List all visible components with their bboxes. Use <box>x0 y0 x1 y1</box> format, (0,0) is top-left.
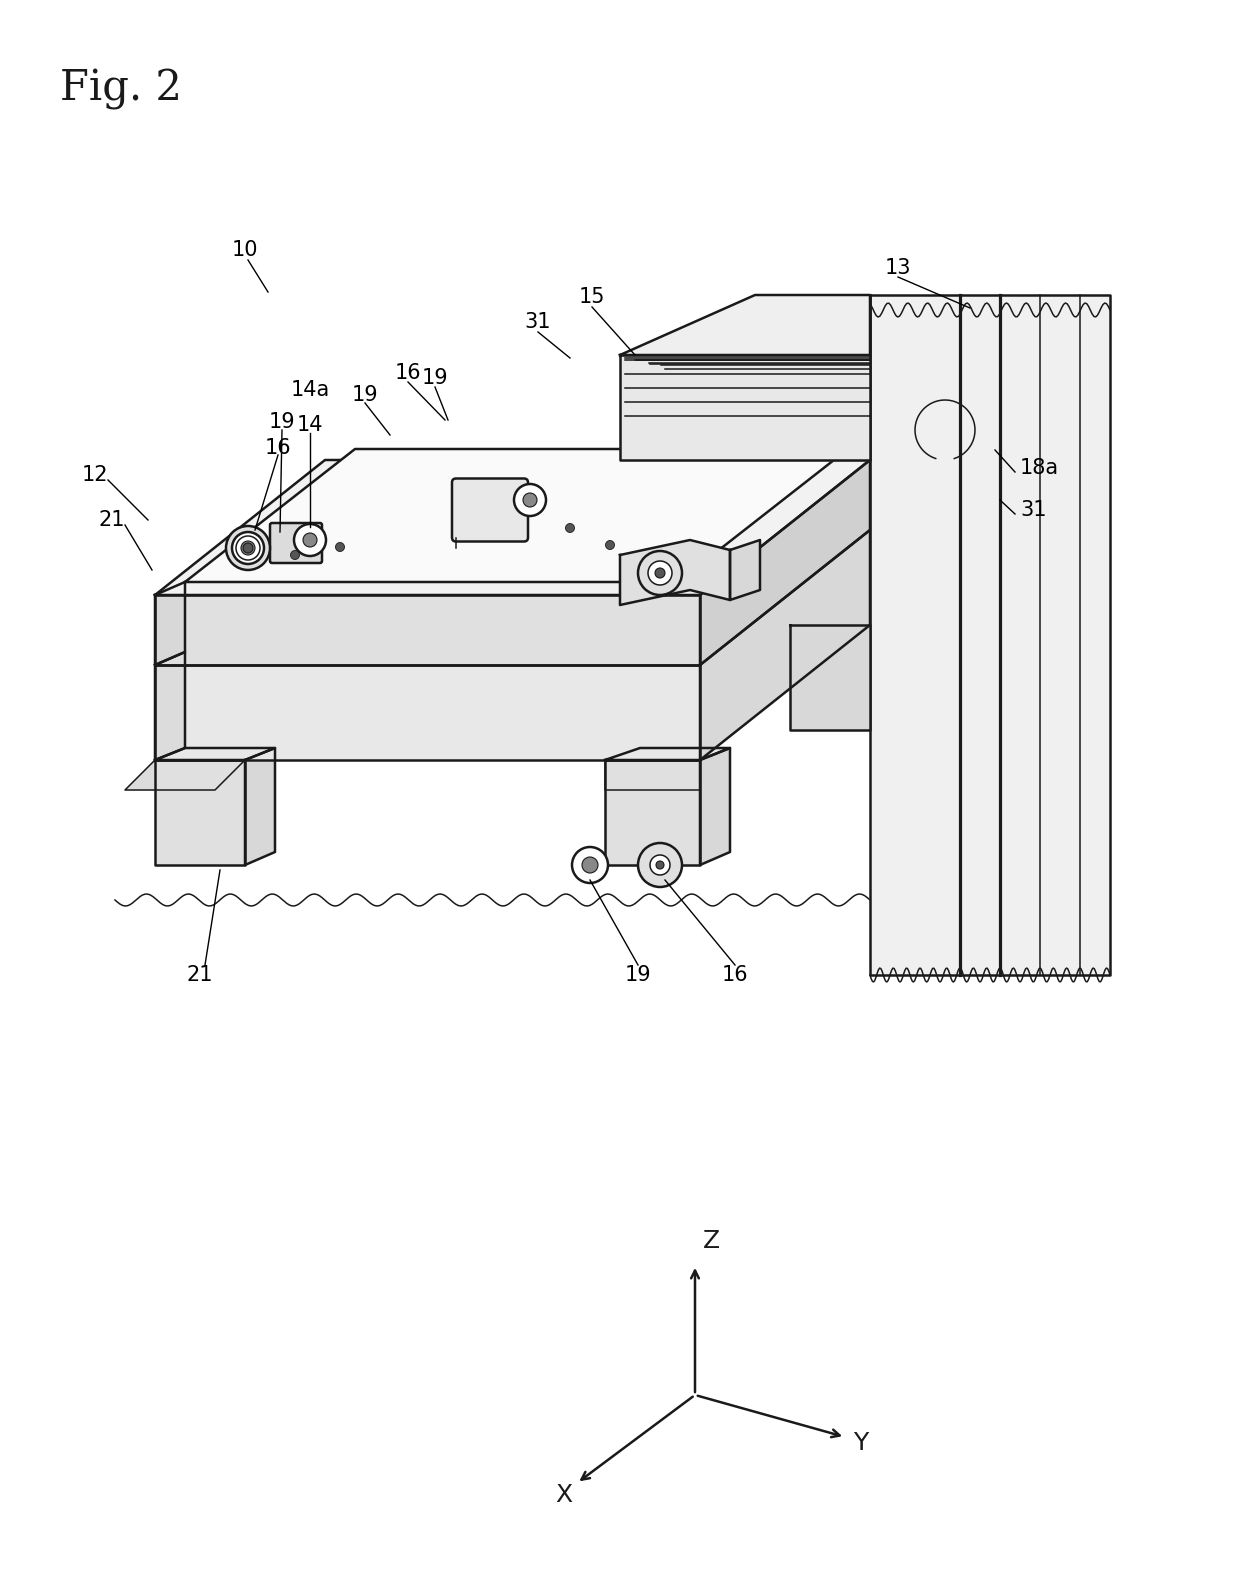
Polygon shape <box>701 460 870 665</box>
Circle shape <box>639 552 682 595</box>
Circle shape <box>226 526 270 569</box>
Circle shape <box>656 862 663 870</box>
Text: 15: 15 <box>579 288 605 307</box>
Polygon shape <box>620 541 730 606</box>
Polygon shape <box>246 747 275 865</box>
Polygon shape <box>701 529 870 760</box>
Circle shape <box>243 544 253 553</box>
Polygon shape <box>185 448 848 582</box>
Circle shape <box>565 523 574 533</box>
Polygon shape <box>155 665 701 760</box>
Polygon shape <box>620 355 870 460</box>
Circle shape <box>303 533 317 547</box>
Text: Y: Y <box>853 1431 868 1455</box>
Circle shape <box>582 857 598 873</box>
Text: 31: 31 <box>1021 499 1047 520</box>
Text: 16: 16 <box>722 965 748 984</box>
Text: 19: 19 <box>352 385 378 405</box>
Text: 19: 19 <box>422 367 449 388</box>
Circle shape <box>572 847 608 882</box>
FancyBboxPatch shape <box>270 523 322 563</box>
Polygon shape <box>155 582 185 665</box>
Polygon shape <box>605 747 730 760</box>
Circle shape <box>523 493 537 507</box>
Polygon shape <box>620 296 870 355</box>
Polygon shape <box>790 625 870 730</box>
Circle shape <box>336 542 345 552</box>
Circle shape <box>650 855 670 875</box>
Circle shape <box>232 533 264 564</box>
Text: 14: 14 <box>296 415 324 436</box>
Text: 21: 21 <box>99 510 125 529</box>
FancyBboxPatch shape <box>453 479 528 542</box>
Polygon shape <box>605 760 701 790</box>
Circle shape <box>639 843 682 887</box>
Circle shape <box>655 568 665 579</box>
Text: 18a: 18a <box>1021 458 1059 479</box>
Text: 12: 12 <box>82 464 108 485</box>
Circle shape <box>515 483 546 517</box>
Polygon shape <box>755 296 870 460</box>
Text: 16: 16 <box>264 437 291 458</box>
Polygon shape <box>870 296 1110 975</box>
Text: Z: Z <box>703 1229 720 1253</box>
Text: 19: 19 <box>625 965 651 984</box>
Polygon shape <box>605 760 701 865</box>
Polygon shape <box>155 460 870 595</box>
Circle shape <box>605 541 615 550</box>
Polygon shape <box>155 595 701 665</box>
Text: 19: 19 <box>269 412 295 432</box>
Circle shape <box>649 561 672 585</box>
Circle shape <box>236 536 260 560</box>
Polygon shape <box>155 652 185 760</box>
Text: 13: 13 <box>885 258 911 278</box>
Polygon shape <box>701 747 730 865</box>
Polygon shape <box>155 747 275 760</box>
Text: Fig. 2: Fig. 2 <box>60 68 182 110</box>
Text: 31: 31 <box>525 312 552 332</box>
Text: X: X <box>556 1483 572 1507</box>
Text: 14a: 14a <box>290 380 330 401</box>
Polygon shape <box>155 760 246 865</box>
Polygon shape <box>125 760 246 790</box>
Text: 16: 16 <box>394 363 422 383</box>
Text: 10: 10 <box>232 240 258 261</box>
Circle shape <box>294 525 326 556</box>
Circle shape <box>241 541 255 555</box>
Text: 21: 21 <box>187 965 213 984</box>
Circle shape <box>290 550 300 560</box>
Polygon shape <box>730 541 760 599</box>
